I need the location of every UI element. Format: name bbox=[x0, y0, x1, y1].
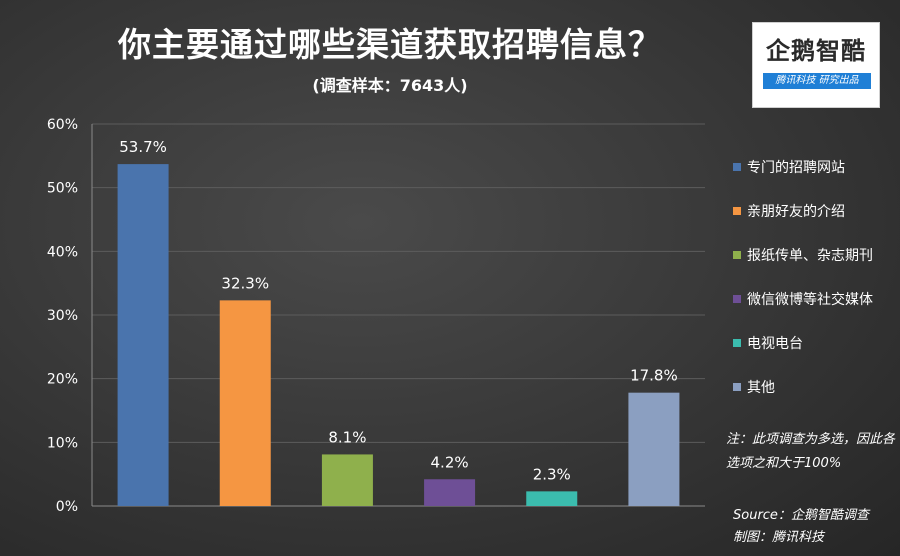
bar bbox=[628, 392, 680, 506]
legend-label: 专门的招聘网站 bbox=[747, 160, 845, 176]
legend-swatch bbox=[733, 163, 741, 171]
bar bbox=[321, 454, 373, 506]
legend-label: 报纸传单、杂志期刊 bbox=[747, 248, 873, 264]
logo-tagline: 腾讯科技 研究出品 bbox=[763, 73, 871, 89]
legend-label: 亲朋好友的介绍 bbox=[747, 204, 845, 220]
legend-item: 其他 bbox=[733, 377, 775, 397]
legend-label: 其他 bbox=[747, 380, 775, 396]
legend-item: 亲朋好友的介绍 bbox=[733, 201, 845, 221]
y-tick-label: 60% bbox=[47, 117, 78, 133]
y-tick-label: 10% bbox=[47, 435, 78, 451]
data-label: 8.1% bbox=[328, 428, 366, 446]
legend-item: 报纸传单、杂志期刊 bbox=[733, 245, 873, 265]
y-tick-label: 20% bbox=[47, 372, 78, 388]
legend-swatch bbox=[733, 251, 741, 259]
source-block: Source：企鹅智酷调查 制图：腾讯科技 bbox=[733, 505, 898, 549]
legend-item: 微信微博等社交媒体 bbox=[733, 289, 873, 309]
legend-swatch bbox=[733, 383, 741, 391]
survey-note: 注：此项调查为多选，因此各选项之和大于100% bbox=[726, 432, 896, 471]
data-label: 2.3% bbox=[533, 465, 571, 483]
y-tick-label: 50% bbox=[47, 181, 78, 197]
chart-subtitle: (调查样本：7643人) bbox=[312, 76, 468, 95]
legend-item: 电视电台 bbox=[733, 333, 803, 353]
bar bbox=[219, 300, 271, 506]
brand-logo: 企鹅智酷 腾讯科技 研究出品 bbox=[752, 22, 880, 108]
y-tick-label: 30% bbox=[47, 308, 78, 324]
bar bbox=[424, 479, 476, 506]
bar-chart: 0% 10% 20% 30% 40% 50% 60% 53.7% 32.3% 8.1% 4.2% 2.… bbox=[47, 117, 705, 515]
legend-label: 微信微博等社交媒体 bbox=[747, 292, 873, 308]
data-label: 4.2% bbox=[431, 453, 469, 471]
logo-name: 企鹅智酷 bbox=[766, 37, 866, 65]
data-label: 17.8% bbox=[630, 367, 678, 385]
y-tick-label: 0% bbox=[56, 499, 78, 515]
legend-swatch bbox=[733, 295, 741, 303]
bar bbox=[526, 491, 578, 506]
data-label: 53.7% bbox=[119, 138, 167, 156]
legend-label: 电视电台 bbox=[747, 336, 803, 352]
bar bbox=[117, 164, 169, 507]
credit-line: 制图：腾讯科技 bbox=[733, 530, 825, 545]
legend-swatch bbox=[733, 339, 741, 347]
data-label: 32.3% bbox=[221, 274, 269, 292]
legend-swatch bbox=[733, 207, 741, 215]
chart-title: 你主要通过哪些渠道获取招聘信息？ bbox=[118, 25, 662, 64]
y-tick-label: 40% bbox=[47, 244, 78, 260]
source-line: Source：企鹅智酷调查 bbox=[733, 508, 869, 523]
legend-item: 专门的招聘网站 bbox=[733, 157, 845, 177]
